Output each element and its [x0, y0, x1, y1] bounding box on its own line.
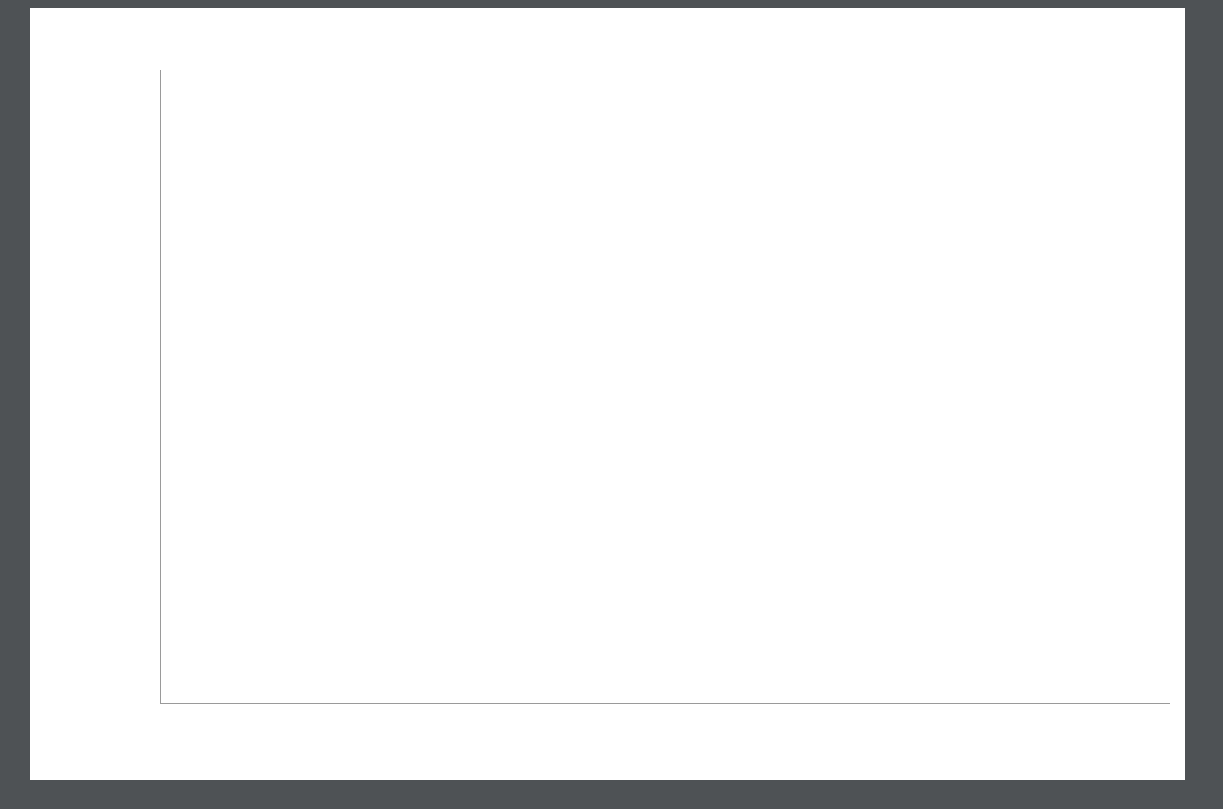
chart-title [30, 34, 1185, 51]
plot-area [160, 70, 1170, 704]
chart-card [30, 8, 1185, 780]
plot-border [160, 70, 1170, 704]
y-axis-tick-column [30, 70, 156, 704]
